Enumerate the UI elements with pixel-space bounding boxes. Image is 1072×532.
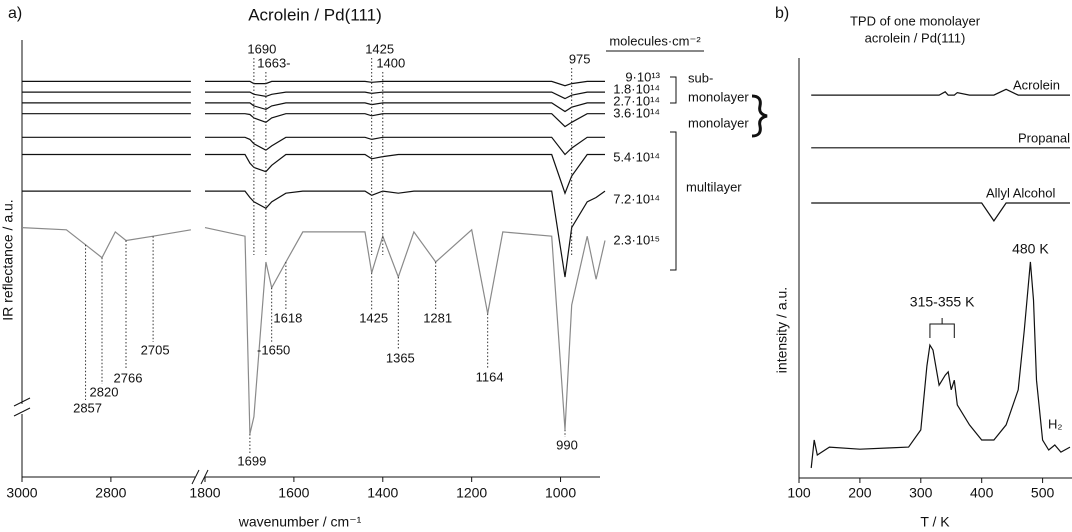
annotation: 315-355 K: [910, 294, 975, 310]
axis-break: [13, 397, 31, 407]
spectrum: [21, 227, 192, 259]
peak-label: 2705: [141, 342, 170, 357]
y-axis-label: intensity / a.u.: [774, 287, 790, 373]
series-label: Allyl Alcohol: [986, 185, 1055, 200]
peak-label: 990: [556, 437, 578, 452]
tpd-trace: [811, 88, 1070, 96]
peak-label: 1690: [247, 41, 276, 56]
series-label: 9·10¹³: [625, 69, 660, 84]
tpd-trace: [811, 202, 1070, 222]
peak-label: -1650: [257, 342, 290, 357]
panel-label: a): [8, 5, 22, 22]
x-tick-label: 1200: [456, 485, 487, 501]
x-tick-label: 1400: [367, 485, 398, 501]
series-label: 1.8·10¹⁴: [613, 81, 660, 96]
series-label: Propanal: [1018, 130, 1070, 145]
series-label: 2.7·10¹⁴: [613, 93, 660, 108]
chart-title: Acrolein / Pd(111): [248, 5, 382, 24]
peak-label: 2820: [90, 384, 119, 399]
x-tick-label: 1800: [189, 485, 220, 501]
group-label: monolayer: [688, 89, 749, 104]
y-axis-label: IR reflectance / a.u.: [0, 199, 16, 320]
x-tick-label: 200: [848, 485, 872, 501]
x-axis-label: T / K: [920, 514, 950, 530]
peak-label: 2857: [73, 400, 102, 415]
axis-break: [191, 469, 200, 485]
x-tick-label: 300: [909, 485, 933, 501]
group-label: multilayer: [686, 179, 742, 194]
annotation-bracket: [929, 318, 955, 338]
peak-label: 1425: [359, 310, 388, 325]
panel-label: b): [775, 5, 789, 22]
spectrum: [205, 102, 605, 113]
group-label: sub-: [688, 70, 713, 85]
chart-title: acrolein / Pd(111): [865, 30, 966, 45]
spectrum: [205, 80, 605, 87]
peak-label: 1425: [365, 41, 394, 56]
annotation: 480 K: [1012, 241, 1049, 257]
x-tick-label: 1000: [545, 485, 576, 501]
x-tick-label: 1600: [278, 485, 309, 501]
x-tick-label: 100: [787, 485, 811, 501]
peak-label: 2766: [114, 370, 143, 385]
x-axis-label: wavenumber / cm⁻¹: [238, 514, 362, 530]
peak-label: 1663-: [257, 55, 290, 70]
series-label: Acrolein: [1013, 77, 1060, 92]
series-label: H₂: [1048, 416, 1062, 431]
x-tick-label: 2800: [95, 485, 126, 501]
series-label: 5.4·10¹⁴: [613, 149, 660, 164]
chart-title: TPD of one monolayer: [850, 13, 981, 28]
peak-label: 1400: [376, 55, 405, 70]
spectrum: [205, 136, 605, 156]
spectrum: [204, 227, 606, 435]
spectrum: [205, 153, 605, 195]
legend-title: molecules·cm⁻²: [609, 33, 701, 48]
x-tick-label: 3000: [6, 485, 37, 501]
spectrum: [205, 190, 606, 278]
series-label: 2.3·10¹⁵: [613, 232, 660, 247]
axis-break: [13, 407, 31, 417]
group-bracket: [670, 76, 677, 104]
group-bracket: [670, 131, 677, 271]
peak-label: 975: [569, 51, 591, 66]
peak-label: 1618: [273, 310, 302, 325]
peak-label: 1365: [386, 350, 415, 365]
spectrum: [205, 113, 605, 128]
x-tick-label: 500: [1031, 485, 1055, 501]
spectrum: [205, 91, 605, 100]
tpd-trace: [810, 261, 1071, 469]
peak-label: 1164: [476, 369, 504, 384]
x-tick-label: 400: [970, 485, 994, 501]
group-label: monolayer: [688, 115, 749, 130]
brace: [751, 94, 768, 138]
series-label: 7.2·10¹⁴: [613, 191, 660, 206]
peak-label: 1699: [237, 453, 266, 468]
series-label: 3.6·10¹⁴: [613, 105, 660, 120]
peak-label: 1281: [423, 310, 452, 325]
